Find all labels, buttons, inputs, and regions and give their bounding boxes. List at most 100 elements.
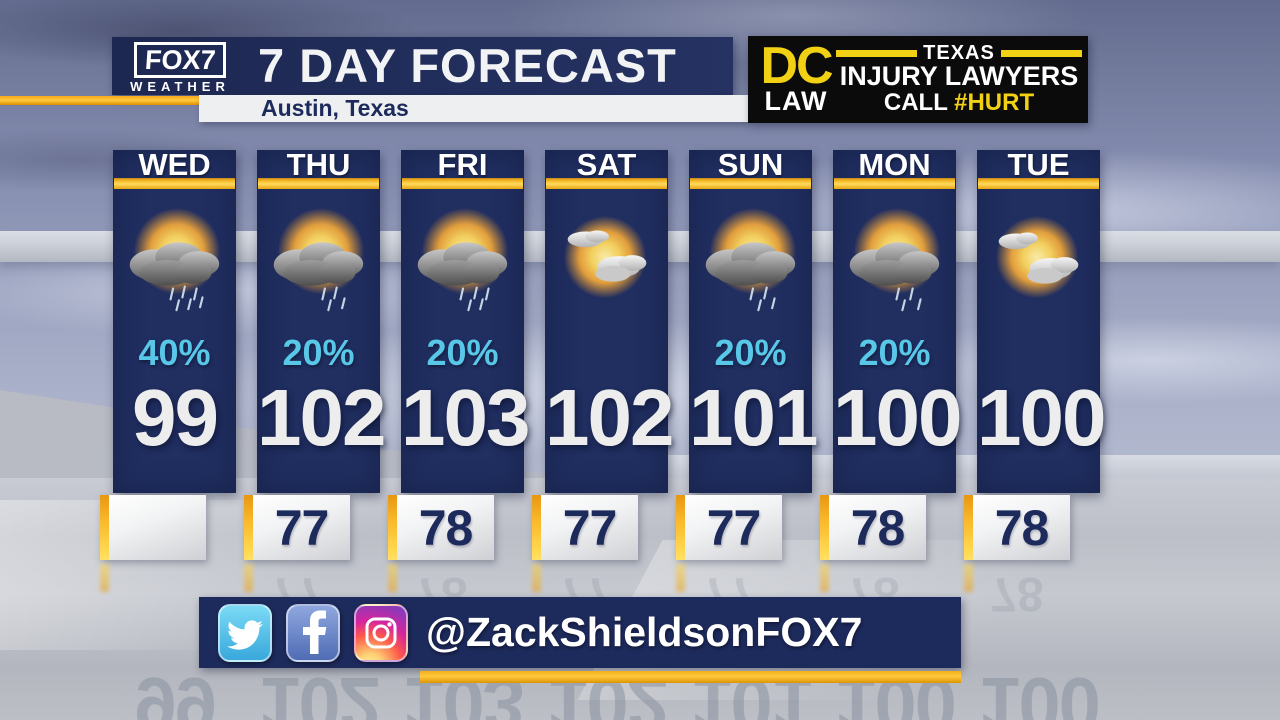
facebook-icon [286,603,340,662]
forecast-column-mon: MON 20% 100 [833,147,962,493]
reflection-high: 103 [402,661,523,720]
precip-chance: 20% [714,332,787,373]
low-temp-box-wed [100,495,206,560]
day-gold-bar [402,178,523,189]
header-accent-stripe [0,96,199,105]
day-gold-bar [258,178,379,189]
day-label: SAT [576,147,637,182]
station-weather-label: WEATHER [130,79,230,94]
reflection-gold-bar [244,564,253,592]
low-temp: 77 [274,499,330,556]
page-title: 7 DAY FORECAST [258,39,677,92]
low-box-gold-bar [244,495,253,560]
high-temp: 102 [257,373,386,462]
reflection-high: 102 [258,661,379,720]
forecast-column-sat: SAT 102 [545,147,674,493]
low-temp-box-fri: 78 [388,495,494,560]
ad-call-label: CALL [883,89,948,116]
sponsor-text: TEXAS INJURY LAWYERS CALL #HURT [836,36,1088,123]
ad-accent-bar [1000,49,1082,57]
header-banner: FOX7 WEATHER 7 DAY FORECAST [112,37,733,95]
day-label: SUN [717,147,784,182]
sponsor-brand-top: DC [760,36,833,95]
high-temp: 100 [833,373,962,462]
forecast-column-tue: TUE 100 [977,147,1106,493]
fox7-logo-box: FOX7 [134,42,226,78]
reflection-high: 102 [546,661,667,720]
reflection-low: 78 [990,567,1044,620]
low-temp-box-sun: 77 [676,495,782,560]
low-temp-box-thu: 77 [244,495,350,560]
social-bar-gold-underline [420,671,961,683]
sponsor-brand-bottom: LAW [764,85,828,116]
twitter-icon [218,603,272,662]
reflection-high: 100 [978,661,1099,720]
sponsor-ad: DC LAW TEXAS INJURY LAWYERS CALL #HURT [748,36,1088,123]
reflection-gold-bar [964,564,973,592]
high-temp: 101 [689,373,818,462]
low-temp-box-tue: 78 [964,495,1070,560]
day-label: FRI [437,147,488,182]
day-label: MON [858,147,931,182]
ad-call-to-action: CALL #HURT [836,90,1082,116]
low-box-gold-bar [676,495,685,560]
reflection-gold-bar [676,564,685,592]
low-temp: 78 [994,499,1050,556]
reflection-high: 99 [134,661,215,720]
ad-headline: INJURY LAWYERS [839,61,1079,91]
ad-call-tag: #HURT [954,89,1035,116]
forecast-column-sun: SUN 20% 101 [689,147,818,493]
high-temp: 100 [977,373,1106,462]
reflection-high: 100 [834,661,955,720]
ad-accent-bar [836,49,918,57]
sun-clouds-icon [545,202,668,320]
high-temp: 99 [132,373,219,462]
day-label: TUE [1007,147,1070,182]
low-temp-box-mon: 78 [820,495,926,560]
instagram-icon [354,603,408,662]
forecast-column-thu: THU 20% 102 [257,147,386,493]
day-label: THU [286,147,351,182]
sun-clouds-icon [977,202,1100,320]
low-box-gold-bar [100,495,109,560]
forecast-column-fri: FRI 20% 103 [401,147,530,493]
social-handle: @ZackShieldsonFOX7 [426,609,863,655]
sponsor-logo: DC LAW [748,36,836,123]
precip-chance: 40% [138,332,211,373]
low-temp: 77 [706,499,762,556]
ad-region-label: TEXAS [923,41,995,64]
sun-rain-icon [113,202,236,320]
location-label: Austin, Texas [261,95,409,121]
station-name: FOX7 [143,44,217,75]
low-temp: 77 [562,499,618,556]
precip-chance: 20% [426,332,499,373]
location-strip: Austin, Texas [199,95,748,122]
high-temp: 102 [545,373,674,462]
day-gold-bar [834,178,955,189]
precip-chance: 20% [858,332,931,373]
reflection-gold-bar [100,564,109,592]
low-temp: 78 [418,499,474,556]
low-box-gold-bar [820,495,829,560]
day-label: WED [138,147,211,182]
low-temp-box-sat: 77 [532,495,638,560]
sun-rain-icon [257,202,380,320]
forecast-column-wed: WED 40% 99 [113,147,236,493]
high-temp: 103 [401,373,530,462]
sun-rain-icon [401,202,524,320]
sun-rain-icon [833,202,956,320]
low-box-gold-bar [532,495,541,560]
reflection-gold-bar [532,564,541,592]
day-gold-bar [546,178,667,189]
precip-chance: 20% [282,332,355,373]
reflection-gold-bar [388,564,397,592]
sun-rain-icon [689,202,812,320]
day-gold-bar [978,178,1099,189]
reflection-gold-bar [820,564,829,592]
day-gold-bar [690,178,811,189]
day-gold-bar [114,178,235,189]
low-temp: 78 [850,499,906,556]
low-box-gold-bar [964,495,973,560]
station-logo: FOX7 WEATHER [124,42,236,94]
